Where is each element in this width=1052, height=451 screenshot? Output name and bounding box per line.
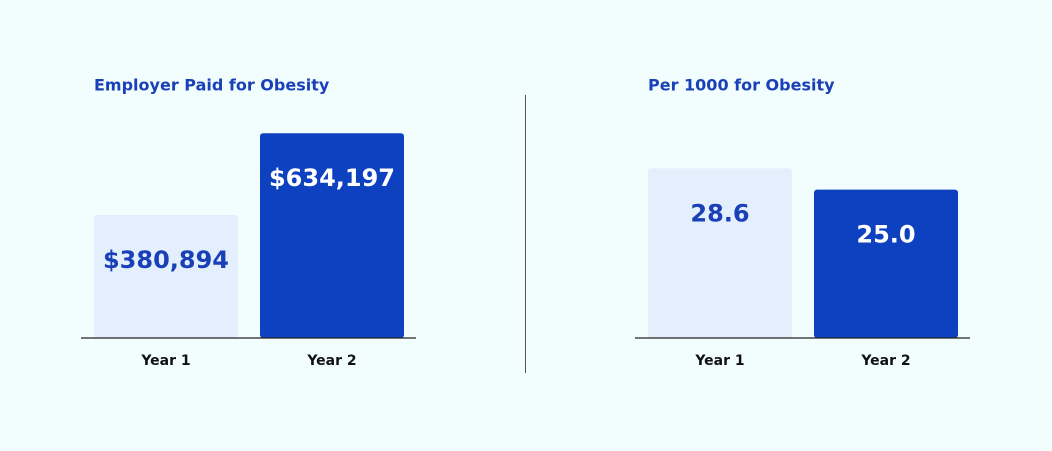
bar [260, 133, 404, 338]
value-label: $380,894 [103, 246, 229, 274]
bar [94, 215, 238, 338]
x-tick-label: Year 2 [860, 353, 910, 369]
chart-title: Employer Paid for Obesity [94, 76, 330, 95]
bar [648, 168, 792, 338]
chart-title: Per 1000 for Obesity [648, 76, 835, 95]
bar [814, 189, 958, 338]
x-tick-label: Year 1 [694, 353, 744, 369]
value-label: $634,197 [269, 164, 395, 192]
x-tick-label: Year 2 [306, 353, 356, 369]
value-label: 28.6 [690, 199, 749, 227]
value-label: 25.0 [856, 221, 915, 249]
x-tick-label: Year 1 [140, 353, 190, 369]
